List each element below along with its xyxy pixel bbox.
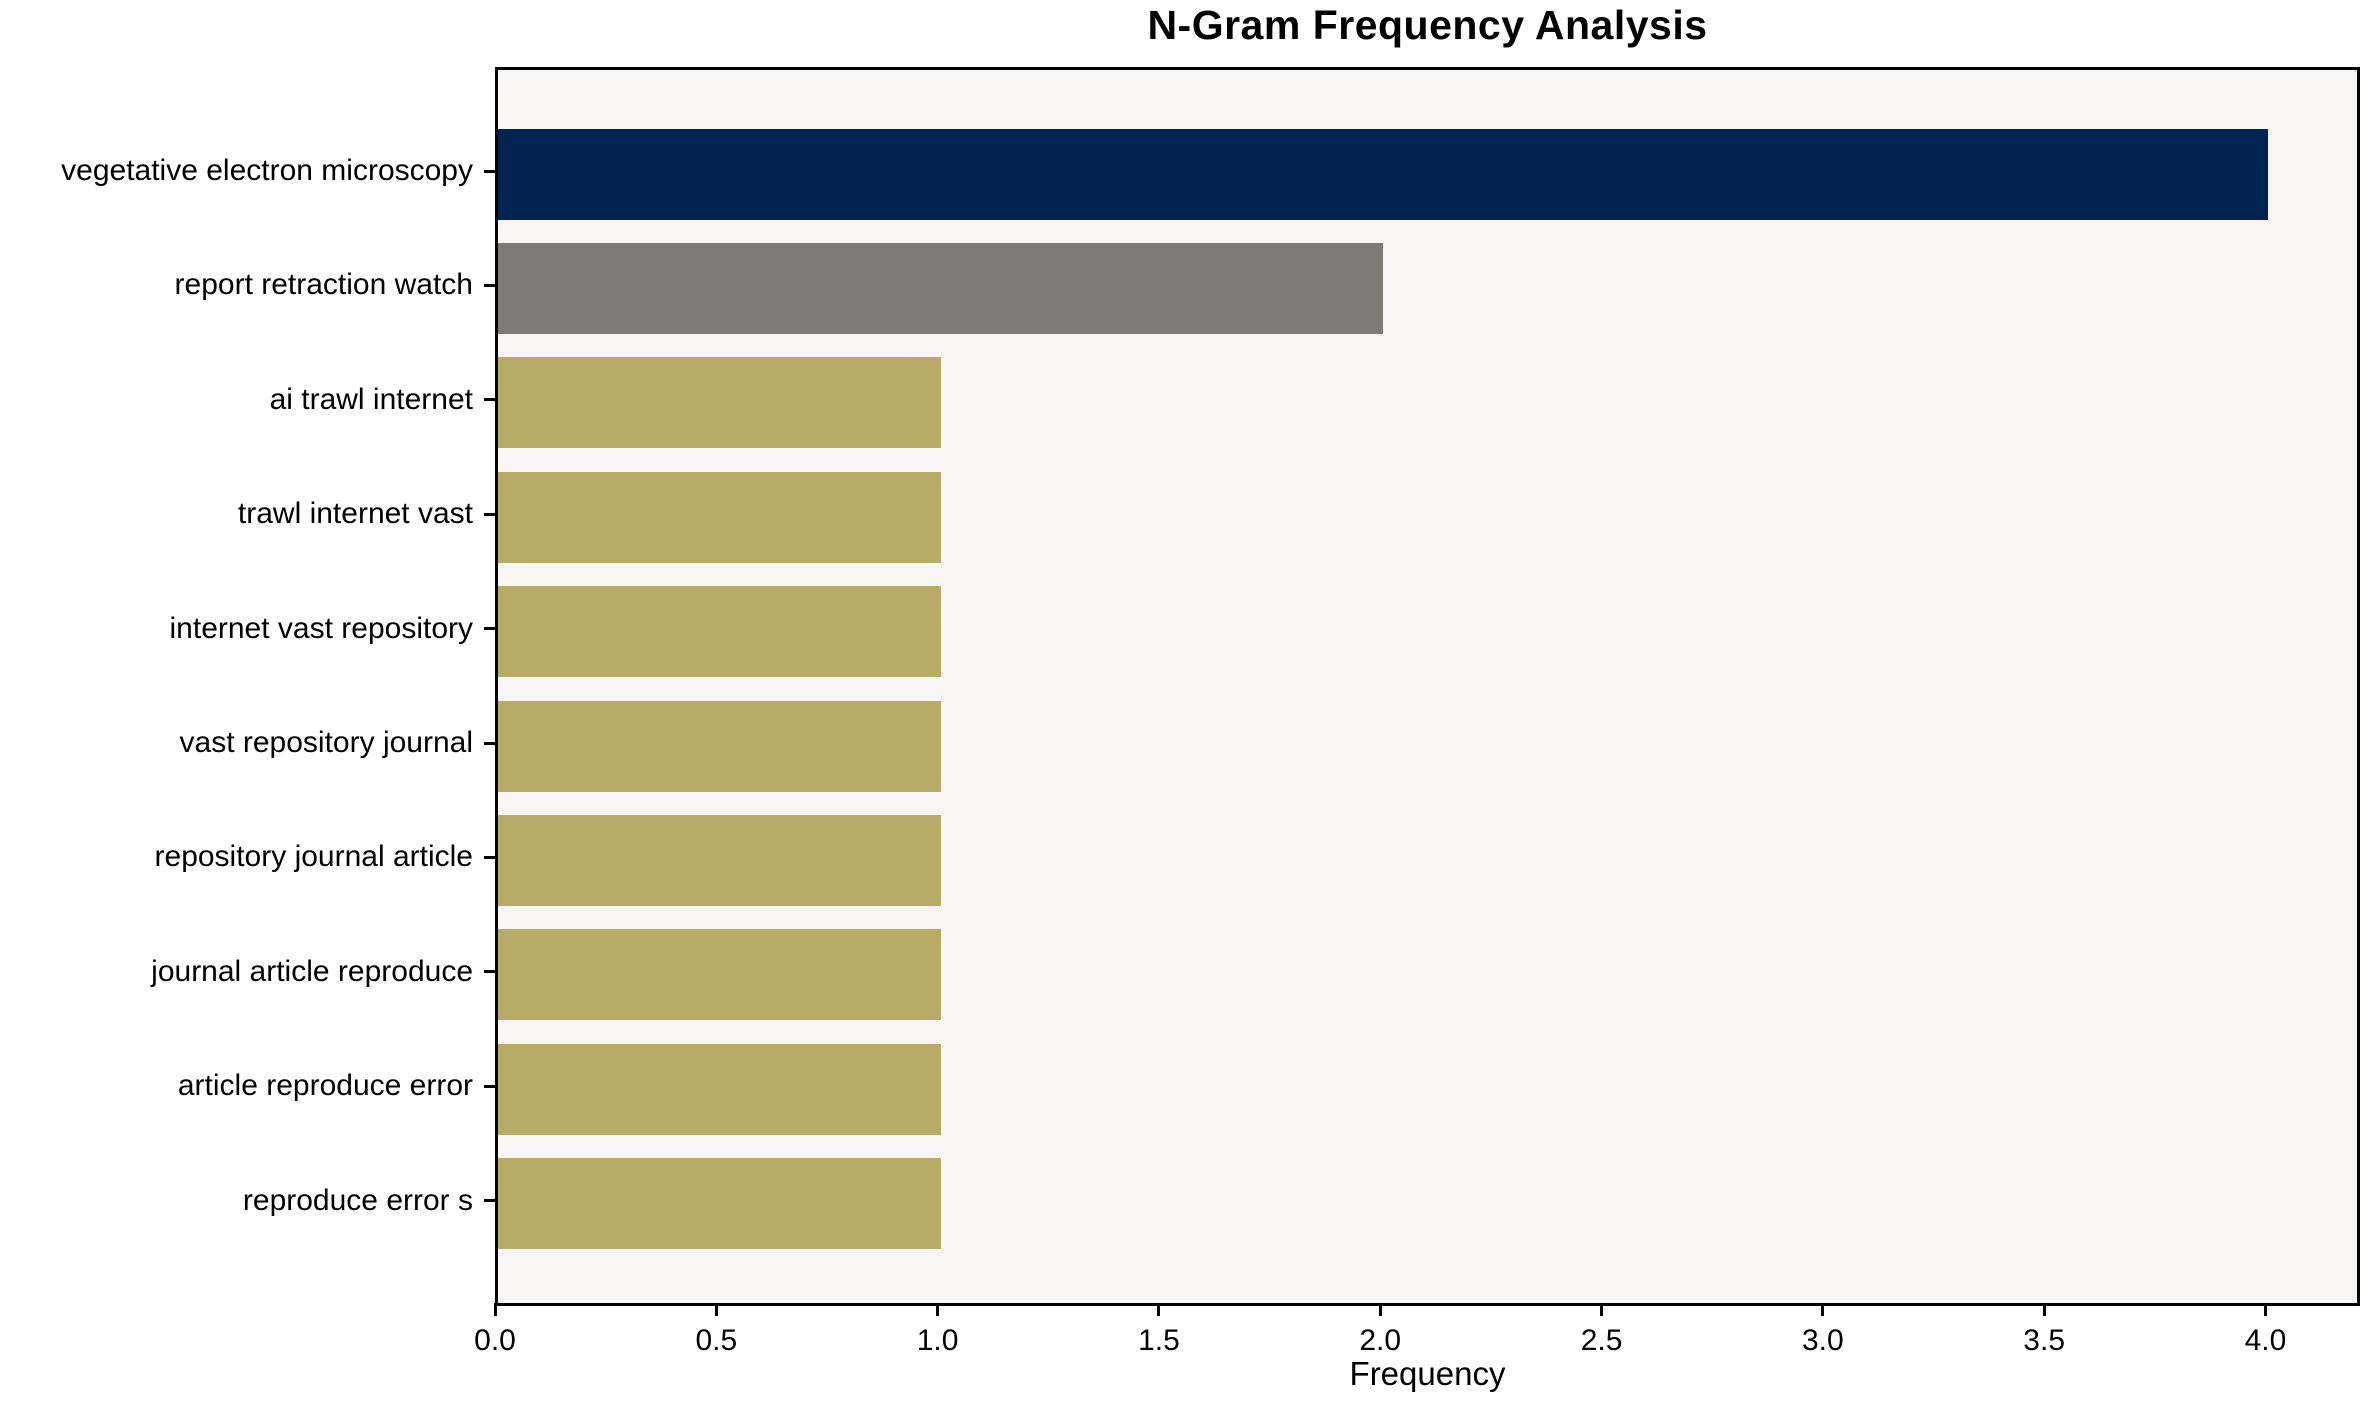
y-tick-label: reproduce error s — [242, 1183, 473, 1217]
bar — [498, 128, 2269, 220]
x-tick-label: 1.0 — [916, 1324, 959, 1357]
x-tick-label: 2.0 — [1359, 1324, 1402, 1357]
y-tick-label: journal article reproduce — [151, 954, 473, 988]
y-tick-label: report retraction watch — [174, 268, 473, 302]
x-tick-mark — [1157, 1303, 1161, 1316]
bar — [498, 1158, 941, 1250]
y-tick-mark — [484, 855, 495, 859]
x-tick-mark — [2263, 1303, 2267, 1316]
bar — [498, 586, 941, 678]
plot-area — [498, 70, 2357, 1303]
y-tick-label: article reproduce error — [177, 1069, 473, 1103]
y-tick-label: repository journal article — [154, 840, 473, 874]
bar — [498, 357, 941, 449]
bar — [498, 929, 941, 1021]
bar — [498, 242, 1384, 334]
x-tick-mark — [1600, 1303, 1604, 1316]
y-tick-label: vast repository journal — [179, 726, 473, 759]
bar — [498, 471, 941, 563]
y-tick-mark — [484, 970, 495, 974]
x-tick-label: 2.5 — [1580, 1324, 1623, 1357]
x-tick-mark — [1821, 1303, 1825, 1316]
y-tick-mark — [484, 283, 495, 287]
y-tick-mark — [484, 741, 495, 745]
y-tick-mark — [484, 512, 495, 516]
x-tick-label: 3.5 — [2023, 1324, 2066, 1357]
x-tick-mark — [493, 1303, 497, 1316]
x-tick-label: 4.0 — [2244, 1324, 2287, 1357]
y-tick-label: internet vast repository — [169, 611, 473, 645]
y-tick-label: trawl internet vast — [237, 497, 473, 531]
x-tick-mark — [936, 1303, 940, 1316]
y-tick-label: vegetative electron microscopy — [61, 154, 473, 187]
x-tick-mark — [2042, 1303, 2046, 1316]
x-tick-label: 0.5 — [695, 1324, 738, 1357]
bar — [498, 1043, 941, 1135]
y-tick-mark — [484, 169, 495, 173]
y-tick-mark — [484, 627, 495, 631]
bar — [498, 814, 941, 906]
bar — [498, 700, 941, 792]
y-tick-label: ai trawl internet — [269, 382, 473, 416]
x-tick-label: 0.0 — [474, 1324, 516, 1357]
x-tick-mark — [714, 1303, 718, 1316]
x-tick-label: 1.5 — [1138, 1324, 1180, 1357]
y-tick-mark — [484, 1084, 495, 1088]
y-tick-mark — [484, 1199, 495, 1203]
chart-title: N-Gram Frequency Analysis — [1147, 2, 1708, 48]
x-tick-label: 3.0 — [1801, 1324, 1844, 1357]
y-tick-mark — [484, 398, 495, 402]
x-tick-mark — [1378, 1303, 1382, 1316]
x-axis-label: Frequency — [1349, 1355, 1506, 1392]
